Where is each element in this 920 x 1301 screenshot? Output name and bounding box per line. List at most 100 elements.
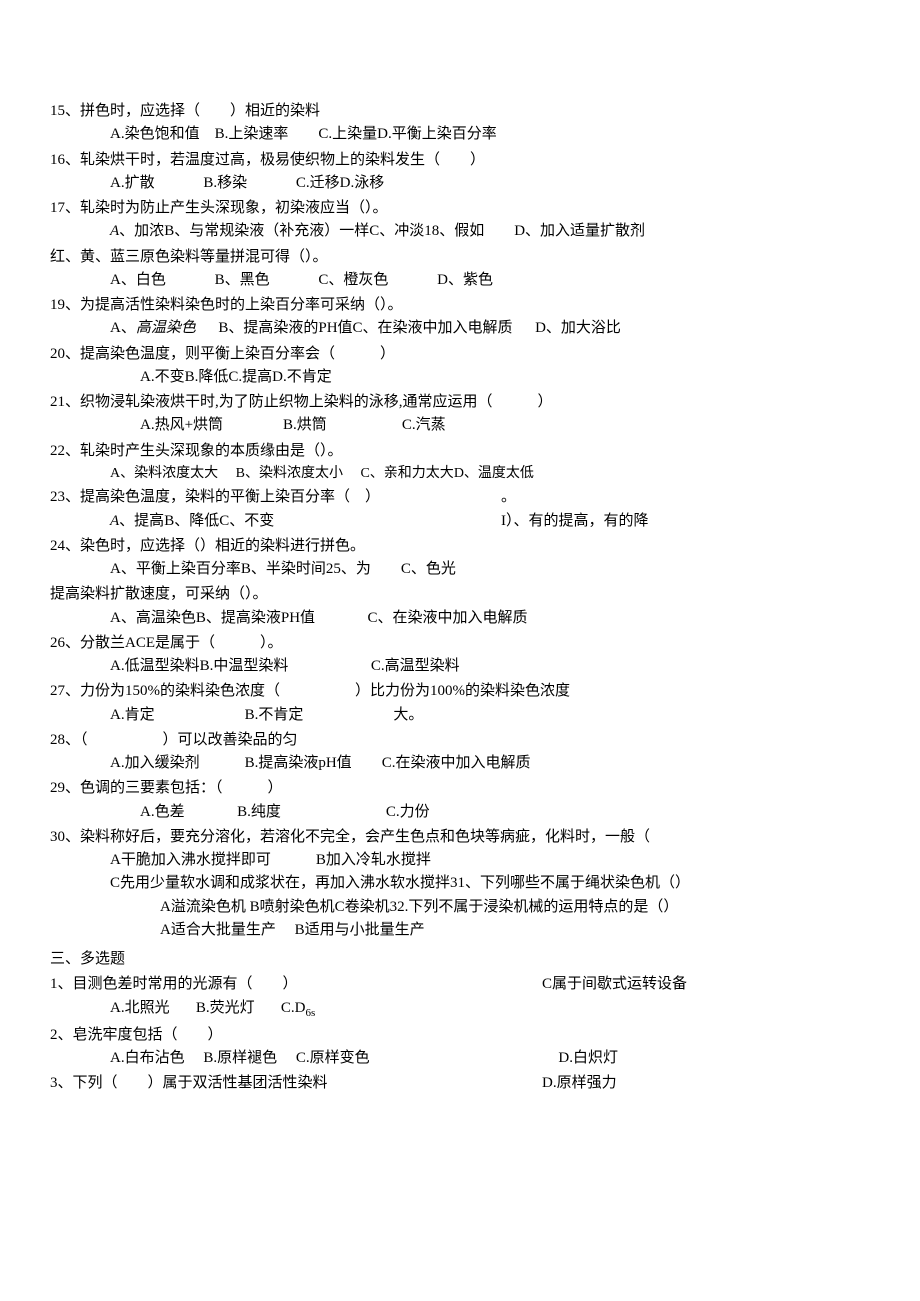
q32-opt-b: B适用与小批量生产 bbox=[295, 922, 425, 938]
q28-options: A.加入缓染剂 B.提高染液pH值 C.在染液中加入电解质 bbox=[50, 752, 870, 775]
question-21: 21、织物浸轧染液烘干时,为了防止织物上染料的泳移,通常应运用（ ） A.热风+… bbox=[50, 391, 870, 438]
q32-opt-a: A适合大批量生产 bbox=[160, 922, 276, 938]
q15-opt-b: B.上染速率 bbox=[215, 126, 289, 142]
q19-options: A、高温染色 B、提高染液的PH值C、在染液中加入电解质 D、加大浴比 bbox=[50, 317, 870, 340]
q21-opt-b: B.烘筒 bbox=[283, 417, 327, 433]
q17-tail: 18、假如 D、加入适量扩散剂 bbox=[424, 223, 645, 239]
question-18: 红、黄、蓝三原色染料等量拼混可得（）。 A、白色 B、黑色 C、橙灰色 D、紫色 bbox=[50, 246, 870, 293]
q15-options: A.染色饱和值 B.上染速率 C.上染量D.平衡上染百分率 bbox=[50, 123, 870, 146]
q20-opt-d: D.不肯定 bbox=[272, 369, 332, 385]
q27-opt-b: B.不肯定 bbox=[245, 707, 304, 723]
q30-opt-a: A干脆加入沸水搅拌即可 bbox=[110, 852, 271, 868]
q30-opt-c: C先用少量软水调和成浆状在，再加入沸水软水搅拌 bbox=[110, 875, 450, 891]
q29-stem: 29、色调的三要素包括：（ ） bbox=[50, 777, 870, 800]
q31-stem: 31、下列哪些不属于绳状染色机（） bbox=[450, 875, 690, 891]
q26-stem: 26、分散兰ACE是属于（ ）。 bbox=[50, 632, 870, 655]
q25-opt-a: A、高温染色 bbox=[110, 610, 196, 626]
q17-opt-b: B、与常规染液（补充液）一样 bbox=[164, 223, 369, 239]
q31-options-line: A溢流染色机 B喷射染色机C卷染机32.下列不属于浸染机械的运用特点的是（） bbox=[50, 896, 870, 919]
q18-options: A、白色 B、黑色 C、橙灰色 D、紫色 bbox=[50, 269, 870, 292]
q17-opt-a: A bbox=[110, 223, 119, 239]
q17-opt-a-tail: 、加浓 bbox=[119, 223, 164, 239]
q17-options: A、加浓B、与常规染液（补充液）一样C、冲淡18、假如 D、加入适量扩散剂 bbox=[50, 220, 870, 243]
q27-stem: 27、力份为150%的染料染色浓度（ ）比力份为100%的染料染色浓度 bbox=[50, 680, 870, 703]
q29-opt-a: A.色差 bbox=[140, 804, 185, 820]
q23-opt-d: I）、有的提高，有的降 bbox=[501, 513, 649, 529]
m2-options: A.白布沾色 B.原样褪色 C.原样变色 bbox=[50, 1047, 558, 1070]
q23-opt-c: C、不变 bbox=[219, 513, 274, 529]
m3-stem: 3、下列（ ）属于双活性基团活性染料 bbox=[50, 1072, 542, 1095]
q22-opt-d: D、温度太低 bbox=[454, 466, 534, 481]
q29-opt-c: C.力份 bbox=[386, 804, 430, 820]
m1-opt-b: B.荧光灯 bbox=[196, 1000, 255, 1016]
extra-c: C属于间歇式运转设备 bbox=[542, 976, 687, 992]
q27-tail: 大。 bbox=[393, 707, 423, 723]
q19-opt-c: C、在染液中加入电解质 bbox=[353, 320, 513, 336]
q32-stem: 32.下列不属于浸染机械的运用特点的是（） bbox=[390, 899, 679, 915]
q26-opt-b: B.中温型染料 bbox=[200, 658, 289, 674]
section-3-heading: 三、多选题 bbox=[50, 948, 870, 971]
q32-options: A适合大批量生产 B适用与小批量生产 bbox=[50, 919, 870, 942]
q15-opt-c: C.上染量 bbox=[318, 126, 377, 142]
q28-opt-c: C.在染液中加入电解质 bbox=[382, 755, 531, 771]
q24-tail: 25、为 bbox=[326, 561, 371, 577]
q20-options: A.不变B.降低C.提高D.不肯定 bbox=[50, 366, 870, 389]
question-20: 20、提高染色温度，则平衡上染百分率会（ ） A.不变B.降低C.提高D.不肯定 bbox=[50, 343, 870, 390]
m2-opt-d: D.原样强力 bbox=[542, 1075, 617, 1091]
q30-opt-c-line: C先用少量软水调和成浆状在，再加入沸水软水搅拌31、下列哪些不属于绳状染色机（） bbox=[50, 872, 870, 895]
q25-stem: 提高染料扩散速度，可采纳（）。 bbox=[50, 583, 870, 606]
question-29: 29、色调的三要素包括：（ ） A.色差 B.纯度 C.力份 bbox=[50, 777, 870, 824]
q20-stem: 20、提高染色温度，则平衡上染百分率会（ ） bbox=[50, 343, 870, 366]
q29-opt-b: B.纯度 bbox=[237, 804, 281, 820]
q28-opt-a: A.加入缓染剂 bbox=[110, 755, 200, 771]
question-30: 30、染料称好后，要充分溶化，若溶化不完全，会产生色点和色块等病疵，化料时，一般… bbox=[50, 826, 870, 942]
q30-stem: 30、染料称好后，要充分溶化，若溶化不完全，会产生色点和色块等病疵，化料时，一般… bbox=[50, 826, 870, 849]
q20-opt-a: A.不变 bbox=[140, 369, 185, 385]
q15-stem: 15、拼色时，应选择（ ）相近的染料 bbox=[50, 100, 870, 123]
question-19: 19、为提高活性染料染色时的上染百分率可采纳（）。 A、高温染色 B、提高染液的… bbox=[50, 294, 870, 341]
q22-opt-b: B、染料浓度太小 bbox=[236, 466, 343, 481]
q27-opt-a: A.肯定 bbox=[110, 707, 155, 723]
q18-opt-b: B、黑色 bbox=[215, 272, 270, 288]
q30-opt-b: B加入冷轧水搅拌 bbox=[316, 852, 431, 868]
q18-opt-c: C、橙灰色 bbox=[318, 272, 388, 288]
q25-options: A、高温染色B、提高染液PH值 C、在染液中加入电解质 bbox=[50, 607, 870, 630]
q16-opt-c: C.迁移 bbox=[296, 175, 340, 191]
m1-opt-d: D.白炽灯 bbox=[558, 1050, 618, 1066]
multi-2: 2、皂洗牢度包括（ ） A.白布沾色 B.原样褪色 C.原样变色 D.白炽灯 bbox=[50, 1024, 870, 1071]
q23-circle: 。 bbox=[501, 489, 516, 505]
q28-stem: 28、（ ）可以改善染品的匀 bbox=[50, 729, 870, 752]
q31-options: A溢流染色机 B喷射染色机C卷染机 bbox=[160, 899, 390, 915]
m2-opt-b: B.原样褪色 bbox=[203, 1050, 277, 1066]
q18-opt-a: A、白色 bbox=[110, 272, 166, 288]
question-26: 26、分散兰ACE是属于（ ）。 A.低温型染料B.中温型染料 C.高温型染料 bbox=[50, 632, 870, 679]
q24-stem: 24、染色时，应选择（）相近的染料进行拼色。 bbox=[50, 535, 870, 558]
q29-options: A.色差 B.纯度 C.力份 bbox=[50, 801, 870, 824]
q22-options: A、染料浓度太大 B、染料浓度太小 C、亲和力太大D、温度太低 bbox=[50, 463, 870, 485]
m1-options: A.北照光 B.荧光灯 C.D6s bbox=[50, 997, 542, 1022]
question-27: 27、力份为150%的染料染色浓度（ ）比力份为100%的染料染色浓度 A.肯定… bbox=[50, 680, 870, 727]
q26-opt-c: C.高温型染料 bbox=[371, 658, 460, 674]
q24-opt-a: A、平衡上染百分率 bbox=[110, 561, 241, 577]
q21-stem: 21、织物浸轧染液烘干时,为了防止织物上染料的泳移,通常应运用（ ） bbox=[50, 391, 870, 414]
q24-opt-b: B、半染时间 bbox=[241, 561, 326, 577]
question-15: 15、拼色时，应选择（ ）相近的染料 A.染色饱和值 B.上染速率 C.上染量D… bbox=[50, 100, 870, 147]
m1-opt-c-sub: 6s bbox=[305, 1007, 315, 1019]
q23-opt-a-tail: 、提高 bbox=[119, 513, 164, 529]
q21-options: A.热风+烘筒 B.烘筒 C.汽蒸 bbox=[50, 414, 870, 437]
q23-opt-b: B、降低 bbox=[164, 513, 219, 529]
q19-stem: 19、为提高活性染料染色时的上染百分率可采纳（）。 bbox=[50, 294, 870, 317]
m2-opt-a: A.白布沾色 bbox=[110, 1050, 185, 1066]
m1-opt-a: A.北照光 bbox=[110, 1000, 170, 1016]
multi-3: 3、下列（ ）属于双活性基团活性染料 D.原样强力 bbox=[50, 1072, 870, 1095]
q19-opt-a: 高温染色 bbox=[136, 320, 196, 336]
q22-stem: 22、轧染时产生头深现象的本质缘由是（）。 bbox=[50, 440, 870, 463]
q19-opt-d: D、加大浴比 bbox=[535, 320, 621, 336]
q23-stem: 23、提高染色温度，染料的平衡上染百分率（ ） bbox=[50, 486, 501, 509]
question-23: 23、提高染色温度，染料的平衡上染百分率（ ） A、提高B、降低C、不变 。 I… bbox=[50, 486, 870, 533]
q27-options: A.肯定 B.不肯定 大。 bbox=[50, 704, 870, 727]
q17-opt-c: C、冲淡 bbox=[369, 223, 424, 239]
q26-options: A.低温型染料B.中温型染料 C.高温型染料 bbox=[50, 655, 870, 678]
q26-opt-a: A.低温型染料 bbox=[110, 658, 200, 674]
q21-opt-a: A.热风+烘筒 bbox=[140, 417, 223, 433]
